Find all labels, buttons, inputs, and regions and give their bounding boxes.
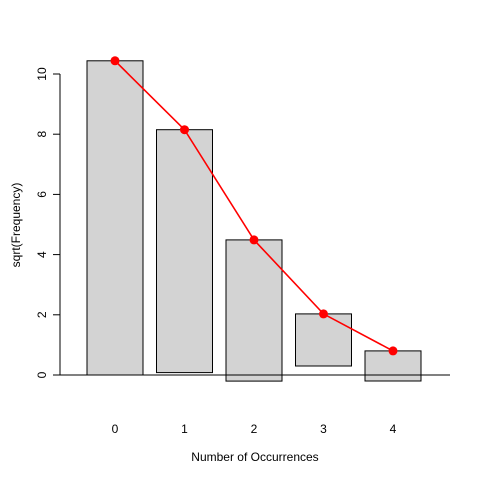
fitted-point-4 — [388, 346, 398, 356]
x-tick-label: 2 — [251, 422, 258, 436]
bar-2 — [225, 239, 283, 382]
bar-1 — [156, 129, 213, 374]
fitted-point-0 — [110, 56, 120, 66]
x-tick-label: 4 — [390, 422, 397, 436]
y-tick-label: 0 — [35, 371, 49, 378]
x-tick-label: 1 — [181, 422, 188, 436]
y-axis-ticks: 0 2 4 6 8 10 — [35, 67, 60, 378]
bar-3 — [295, 313, 352, 367]
fitted-point-1 — [180, 125, 189, 135]
y-tick-label: 6 — [35, 191, 49, 198]
fitted-point-2 — [249, 235, 259, 245]
y-axis-label: sqrt(Frequency) — [9, 183, 23, 268]
x-tick-label: 0 — [112, 422, 119, 436]
y-tick-label: 8 — [35, 131, 49, 138]
y-tick-label: 2 — [35, 311, 49, 318]
y-tick-label: 10 — [35, 67, 49, 81]
bar-4 — [364, 350, 422, 382]
fitted-points — [110, 56, 398, 356]
fitted-point-3 — [319, 309, 328, 319]
x-tick-label: 3 — [320, 422, 327, 436]
x-axis-tick-labels: 0 1 2 3 4 — [112, 422, 397, 436]
bars-layer — [86, 60, 422, 382]
x-axis-label: Number of Occurrences — [191, 450, 318, 464]
y-tick-label: 4 — [35, 251, 49, 258]
bar-0 — [86, 60, 144, 376]
